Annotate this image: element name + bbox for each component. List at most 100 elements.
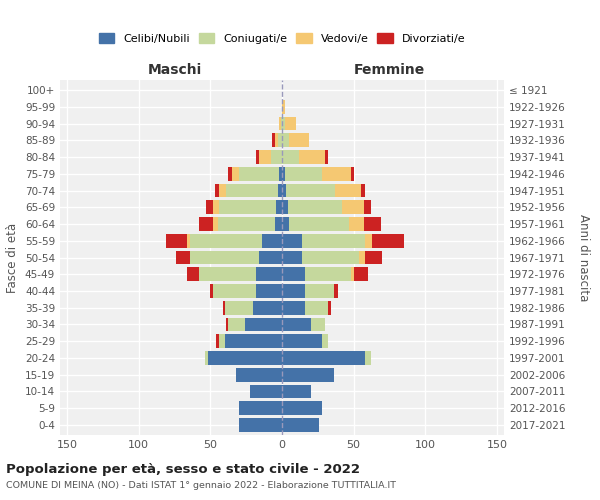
Bar (262, 234, 282, 247)
Bar (206, 200, 213, 214)
Y-axis label: Anni di nascita: Anni di nascita (577, 214, 590, 301)
Bar (211, 284, 213, 298)
Bar (372, 234, 404, 247)
Bar (359, 250, 365, 264)
Bar (282, 301, 305, 314)
Bar (232, 167, 239, 180)
Bar (302, 234, 365, 247)
Bar (351, 268, 353, 281)
Bar (225, 334, 282, 348)
Bar (225, 301, 253, 314)
Bar (305, 284, 334, 298)
Bar (335, 184, 361, 198)
Text: COMUNE DI MEINA (NO) - Dati ISTAT 1° gennaio 2022 - Elaborazione TUTTITALIA.IT: COMUNE DI MEINA (NO) - Dati ISTAT 1° gen… (6, 481, 396, 490)
Bar (322, 167, 351, 180)
Bar (364, 217, 381, 231)
Bar (282, 418, 319, 432)
Bar (361, 184, 365, 198)
Bar (272, 134, 275, 147)
Bar (282, 368, 334, 382)
Bar (282, 351, 365, 365)
Bar (349, 217, 364, 231)
Bar (305, 268, 351, 281)
Bar (259, 150, 271, 164)
Bar (285, 116, 296, 130)
Bar (215, 184, 219, 198)
Text: Femmine: Femmine (354, 62, 425, 76)
Bar (351, 167, 353, 180)
Bar (282, 184, 286, 198)
Bar (288, 200, 342, 214)
Bar (282, 384, 311, 398)
Bar (282, 150, 299, 164)
Bar (334, 284, 338, 298)
Bar (199, 268, 256, 281)
Bar (299, 150, 325, 164)
Bar (205, 351, 208, 365)
Bar (365, 250, 382, 264)
Bar (281, 116, 282, 130)
Bar (289, 217, 349, 231)
Bar (187, 234, 190, 247)
Bar (219, 334, 225, 348)
Bar (282, 100, 285, 114)
Bar (219, 200, 276, 214)
Bar (199, 217, 213, 231)
Y-axis label: Fasce di età: Fasce di età (7, 222, 19, 292)
Bar (216, 334, 219, 348)
Bar (223, 301, 225, 314)
Bar (285, 167, 322, 180)
Bar (282, 200, 288, 214)
Bar (279, 167, 282, 180)
Bar (219, 184, 226, 198)
Bar (256, 268, 282, 281)
Bar (239, 418, 282, 432)
Bar (305, 301, 328, 314)
Bar (282, 334, 322, 348)
Bar (364, 200, 371, 214)
Bar (239, 167, 279, 180)
Bar (278, 184, 282, 198)
Bar (282, 217, 289, 231)
Bar (208, 351, 282, 365)
Bar (187, 268, 199, 281)
Bar (365, 234, 372, 247)
Bar (256, 150, 259, 164)
Bar (236, 368, 282, 382)
Bar (213, 284, 256, 298)
Bar (245, 318, 282, 332)
Bar (282, 284, 305, 298)
Bar (353, 268, 368, 281)
Bar (271, 150, 282, 164)
Bar (365, 351, 371, 365)
Bar (227, 167, 232, 180)
Bar (325, 150, 328, 164)
Text: Popolazione per età, sesso e stato civile - 2022: Popolazione per età, sesso e stato civil… (6, 462, 360, 475)
Bar (275, 134, 278, 147)
Bar (282, 318, 311, 332)
Bar (259, 250, 282, 264)
Bar (275, 217, 282, 231)
Bar (239, 402, 282, 415)
Bar (190, 234, 262, 247)
Text: Maschi: Maschi (148, 62, 202, 76)
Bar (289, 134, 309, 147)
Bar (282, 234, 302, 247)
Bar (282, 268, 305, 281)
Legend: Celibi/Nubili, Coniugati/e, Vedovi/e, Divorziati/e: Celibi/Nubili, Coniugati/e, Vedovi/e, Di… (94, 29, 470, 48)
Bar (282, 402, 322, 415)
Bar (213, 200, 219, 214)
Bar (282, 116, 285, 130)
Bar (278, 134, 282, 147)
Bar (213, 217, 218, 231)
Bar (253, 301, 282, 314)
Bar (328, 301, 331, 314)
Bar (282, 250, 302, 264)
Bar (166, 234, 187, 247)
Bar (218, 217, 275, 231)
Bar (256, 284, 282, 298)
Bar (276, 200, 282, 214)
Bar (282, 167, 285, 180)
Bar (226, 184, 278, 198)
Bar (342, 200, 364, 214)
